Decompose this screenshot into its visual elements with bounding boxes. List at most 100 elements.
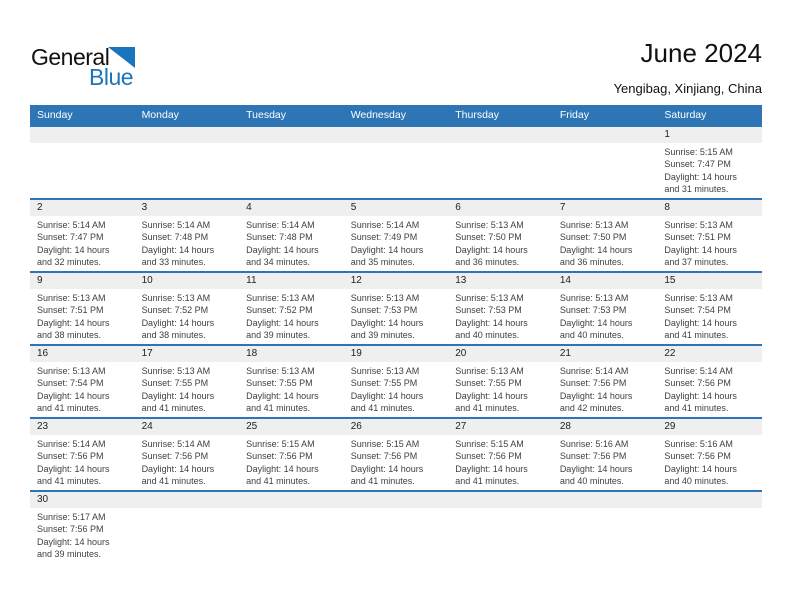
empty-day-number xyxy=(344,127,449,143)
day-content-row: Sunrise: 5:17 AM Sunset: 7:56 PM Daylight:… xyxy=(30,508,762,563)
day-detail-line: Daylight: 14 hours xyxy=(141,244,215,255)
day-cell-19-details: Sunrise: 5:13 AM Sunset: 7:55 PM Daylight:… xyxy=(344,362,449,417)
empty-day-number xyxy=(239,492,344,508)
day-cell-29-details: Sunrise: 5:16 AM Sunset: 7:56 PM Daylight:… xyxy=(657,435,762,490)
day-cell-15-details: Sunrise: 5:13 AM Sunset: 7:54 PM Daylight:… xyxy=(657,289,762,344)
day-detail-line: and 40 minutes. xyxy=(664,476,729,487)
day-detail-line: Sunset: 7:56 PM xyxy=(37,451,104,462)
day-detail-line: and 42 minutes. xyxy=(559,403,624,414)
day-detail-line: Sunset: 7:52 PM xyxy=(246,305,313,316)
day-detail-line: Sunrise: 5:13 AM xyxy=(246,293,315,303)
weeks-container: 1 Sunrise: 5:15 AM Sunset: 7:47 PM Daylight… xyxy=(30,125,762,563)
day-cell-14-details: Sunrise: 5:13 AM Sunset: 7:53 PM Daylight:… xyxy=(553,289,658,344)
day-detail-line: Daylight: 14 hours xyxy=(559,317,633,328)
day-cell-24-details: Sunrise: 5:14 AM Sunset: 7:56 PM Daylight:… xyxy=(135,435,240,490)
day-detail-line: Sunset: 7:55 PM xyxy=(350,378,418,389)
day-detail-line: and 34 minutes. xyxy=(246,257,311,268)
day-number-19: 19 xyxy=(350,348,362,359)
day-number-8: 8 xyxy=(664,202,670,213)
day-detail-line: Daylight: 14 hours xyxy=(246,390,319,401)
day-detail-line: Daylight: 14 hours xyxy=(664,244,737,255)
day-detail-line: Daylight: 14 hours xyxy=(37,244,110,255)
day-number-27: 27 xyxy=(455,421,467,432)
day-detail-line: Sunset: 7:56 PM xyxy=(664,378,731,389)
day-number-10: 10 xyxy=(141,275,153,286)
day-number-2: 2 xyxy=(37,202,43,213)
title-block: June 2024 Yengibag, Xinjiang, China xyxy=(614,38,762,96)
day-detail-line: Sunrise: 5:13 AM xyxy=(141,366,211,376)
day-detail-line: Sunset: 7:56 PM xyxy=(246,451,313,462)
day-detail-line: and 36 minutes. xyxy=(559,257,624,268)
day-cell-16-details: Sunrise: 5:13 AM Sunset: 7:54 PM Daylight:… xyxy=(30,362,135,417)
day-cell-30-details: Sunrise: 5:17 AM Sunset: 7:56 PM Daylight:… xyxy=(30,508,135,563)
day-detail-line: Sunset: 7:55 PM xyxy=(246,378,313,389)
month-title: June 2024 xyxy=(640,38,762,68)
day-cell-23-details: Sunrise: 5:14 AM Sunset: 7:56 PM Daylight:… xyxy=(30,435,135,490)
day-detail-line: Sunrise: 5:13 AM xyxy=(350,366,420,376)
week-row-5: 23 24 25 26 27 28 29 Sunrise: 5:14 AM Sunset: 7:… xyxy=(30,417,762,490)
day-number-band: 2 3 4 5 6 7 8 xyxy=(30,200,762,216)
logo-text-blue: Blue xyxy=(89,64,134,90)
day-detail-line: Sunset: 7:53 PM xyxy=(350,305,418,316)
day-detail-line: Sunset: 7:56 PM xyxy=(559,378,627,389)
day-detail-line: Sunset: 7:55 PM xyxy=(455,378,522,389)
weekday-header-sunday: Sunday xyxy=(37,109,73,121)
day-detail-line: Daylight: 14 hours xyxy=(37,390,110,401)
day-cell-6-details: Sunrise: 5:13 AM Sunset: 7:50 PM Daylight:… xyxy=(448,216,553,271)
day-cell-13-details: Sunrise: 5:13 AM Sunset: 7:53 PM Daylight:… xyxy=(448,289,553,344)
day-detail-line: Daylight: 14 hours xyxy=(559,390,633,401)
day-detail-line: Daylight: 14 hours xyxy=(141,463,215,474)
day-number-18: 18 xyxy=(246,348,258,359)
week-row-2: 2 3 4 5 6 7 8 Sunrise: 5:14 AM Sunset: 7:47 PM Da… xyxy=(30,198,762,271)
day-detail-line: Sunrise: 5:15 AM xyxy=(350,439,420,449)
day-number-band: 9 10 11 12 13 14 15 xyxy=(30,273,762,289)
empty-day-cell xyxy=(135,508,240,563)
day-number-26: 26 xyxy=(350,421,362,432)
empty-day-cell xyxy=(30,143,135,198)
day-detail-line: Sunrise: 5:15 AM xyxy=(664,147,733,157)
day-number-band: 23 24 25 26 27 28 29 xyxy=(30,419,762,435)
day-number-21: 21 xyxy=(559,348,571,359)
day-cell-11-details: Sunrise: 5:13 AM Sunset: 7:52 PM Daylight:… xyxy=(239,289,344,344)
day-detail-line: Sunrise: 5:13 AM xyxy=(664,293,733,303)
empty-day-number xyxy=(448,127,553,143)
empty-day-cell xyxy=(344,143,449,198)
day-detail-line: Sunrise: 5:13 AM xyxy=(559,293,629,303)
day-detail-line: Sunrise: 5:15 AM xyxy=(246,439,315,449)
day-detail-line: Sunrise: 5:13 AM xyxy=(246,366,315,376)
day-detail-line: Daylight: 14 hours xyxy=(455,463,528,474)
day-detail-line: Sunset: 7:56 PM xyxy=(141,451,209,462)
day-detail-line: Sunrise: 5:13 AM xyxy=(141,293,211,303)
day-number-6: 6 xyxy=(455,202,461,213)
day-number-20: 20 xyxy=(455,348,467,359)
day-detail-line: Sunrise: 5:13 AM xyxy=(350,293,420,303)
day-detail-line: Sunset: 7:55 PM xyxy=(141,378,209,389)
day-number-1: 1 xyxy=(664,129,670,140)
day-detail-line: and 40 minutes. xyxy=(455,330,520,341)
day-cell-3-details: Sunrise: 5:14 AM Sunset: 7:48 PM Daylight:… xyxy=(135,216,240,271)
weekday-header-wednesday: Wednesday xyxy=(350,109,406,121)
day-detail-line: and 41 minutes. xyxy=(37,403,102,414)
weekday-header-saturday: Saturday xyxy=(664,109,707,121)
day-detail-line: and 39 minutes. xyxy=(37,549,102,560)
weekday-header-tuesday: Tuesday xyxy=(246,109,287,121)
day-detail-line: Sunset: 7:49 PM xyxy=(350,232,418,243)
day-number-13: 13 xyxy=(455,275,467,286)
day-detail-line: and 41 minutes. xyxy=(664,403,729,414)
day-content-row: Sunrise: 5:13 AM Sunset: 7:54 PM Daylight:… xyxy=(30,362,762,417)
day-detail-line: Sunrise: 5:13 AM xyxy=(455,366,524,376)
day-number-28: 28 xyxy=(559,421,571,432)
empty-day-cell xyxy=(448,508,553,563)
empty-day-number xyxy=(239,127,344,143)
day-detail-line: Sunset: 7:51 PM xyxy=(664,232,731,243)
day-cell-28-details: Sunrise: 5:16 AM Sunset: 7:56 PM Daylight:… xyxy=(553,435,658,490)
day-content-row: Sunrise: 5:15 AM Sunset: 7:47 PM Daylight:… xyxy=(30,143,762,198)
day-detail-line: Daylight: 14 hours xyxy=(37,463,110,474)
day-number-7: 7 xyxy=(559,202,566,213)
day-detail-line: Sunrise: 5:13 AM xyxy=(559,220,629,230)
empty-day-number xyxy=(553,127,658,143)
day-detail-line: Sunrise: 5:13 AM xyxy=(37,366,106,376)
day-cell-18-details: Sunrise: 5:13 AM Sunset: 7:55 PM Daylight:… xyxy=(239,362,344,417)
day-detail-line: and 32 minutes. xyxy=(37,257,102,268)
day-detail-line: Daylight: 14 hours xyxy=(455,390,528,401)
